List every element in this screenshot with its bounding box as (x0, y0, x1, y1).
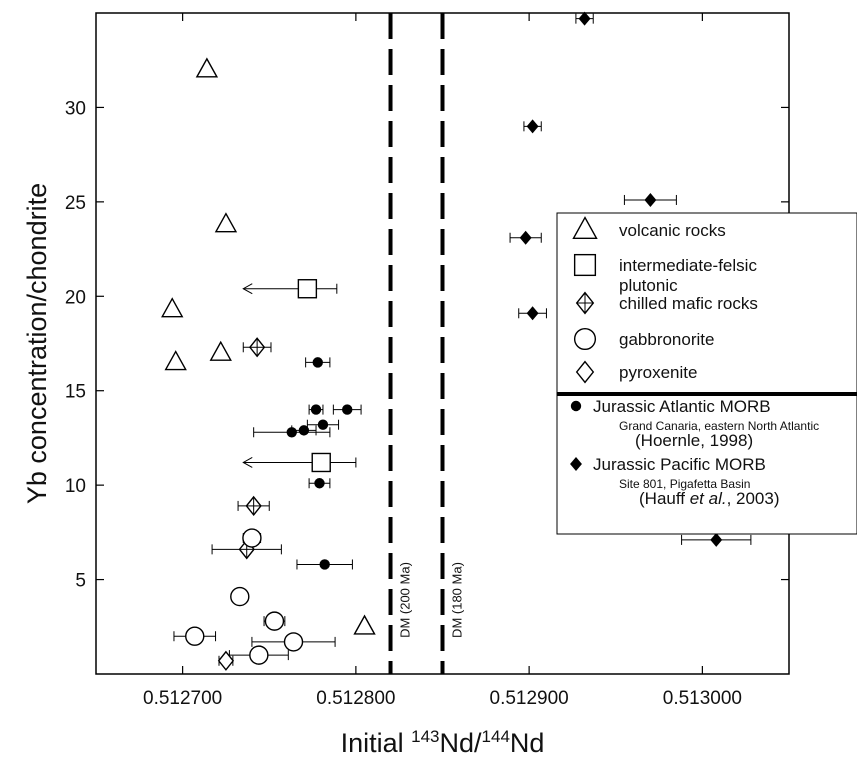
legend-marker (573, 327, 597, 351)
data-point (230, 586, 250, 607)
y-tick-label: 20 (65, 287, 86, 308)
legend-box (556, 212, 857, 535)
data-point (283, 632, 304, 652)
legend-label: pyroxenite (619, 363, 697, 382)
legend-citation-part: , 2003) (727, 489, 780, 508)
x-tick-label: 0.512700 (143, 688, 222, 709)
data-point (526, 119, 539, 134)
x-tick-label: 0.513000 (663, 688, 742, 709)
y-tick-label: 5 (75, 571, 86, 592)
legend-marker (570, 457, 582, 471)
legend-marker (570, 400, 582, 412)
legend-label: volcanic rocks (619, 221, 726, 240)
x-axis-title-part: Initial (341, 728, 412, 758)
arrow-head (242, 457, 253, 468)
legend-sublabel: Grand Canaria, eastern North Atlantic (619, 419, 819, 433)
series-intermediate-felsic-plutonic (242, 279, 357, 473)
data-point (249, 645, 269, 665)
data-point (314, 478, 325, 489)
legend-label: Jurassic Atlantic MORB (593, 397, 771, 416)
data-point (578, 11, 591, 26)
legend-citation: (Hoernle, 1998) (635, 431, 753, 450)
x-axis-title-part: 144 (482, 727, 510, 746)
series-chilled-mafic-rocks (211, 337, 282, 560)
axes: 0.512700 0.512800 0.512900 0.513000 5 10 15 20 2… (22, 12, 790, 758)
legend-label: intermediate-felsic (619, 256, 757, 275)
data-point (319, 559, 330, 570)
data-points (161, 11, 752, 671)
dm-reference-label: DM (200 Ma) (398, 562, 413, 638)
legend-marker (575, 360, 595, 384)
data-point (519, 230, 532, 245)
data-point (297, 279, 318, 299)
data-point (342, 404, 353, 415)
data-point (317, 419, 329, 430)
legend-label: plutonic (619, 276, 678, 295)
data-point (310, 404, 322, 415)
data-point (710, 532, 723, 547)
series-gabbronorite (173, 528, 336, 665)
x-axis-title-part: Nd/ (440, 728, 483, 758)
legend-citation-part: et al. (690, 489, 727, 508)
data-point (286, 427, 297, 438)
series-jurassic-pacific-morb (509, 11, 752, 547)
x-axis-title-part: Nd (510, 728, 545, 758)
legend-citation-part: (Hauff (639, 489, 690, 508)
legend-sublabel: Site 801, Pigafetta Basin (619, 477, 750, 491)
data-point (164, 350, 187, 371)
x-tick-label: 0.512800 (316, 688, 395, 709)
legend-marker (572, 216, 598, 239)
y-tick-label: 15 (65, 382, 86, 403)
legend-label: Jurassic Pacific MORB (593, 455, 766, 474)
y-tick-label: 25 (65, 193, 86, 214)
legend: volcanic rocks intermediate-felsicplutoni… (556, 212, 857, 535)
series-jurassic-atlantic-morb (253, 357, 362, 570)
dm-reference-label: DM (180 Ma) (450, 562, 465, 638)
legend-citation: (Hauff et al., 2003) (639, 489, 780, 508)
data-point (242, 528, 262, 548)
x-tick-label: 0.512900 (490, 688, 569, 709)
arrow-head (242, 283, 253, 295)
data-point (298, 425, 310, 436)
legend-label: gabbronorite (619, 330, 714, 349)
y-tick-label: 30 (65, 98, 86, 119)
x-axis-title: Initial 143Nd/144Nd (341, 727, 545, 758)
data-point (214, 212, 238, 233)
data-point (312, 357, 323, 368)
data-point (185, 626, 205, 646)
y-axis-title: Yb concentration/chondrite (22, 183, 52, 504)
data-point (311, 452, 331, 473)
data-point (353, 614, 376, 635)
data-point (209, 340, 232, 361)
data-point (264, 611, 285, 631)
series-volcanic-rocks (161, 57, 376, 635)
series-pyroxenite (217, 650, 235, 671)
data-point (526, 306, 539, 321)
reference-lines: DM (200 Ma) DM (180 Ma) (388, 13, 465, 674)
legend-marker (573, 253, 597, 277)
data-point (195, 57, 219, 78)
data-point (161, 297, 184, 318)
y-tick-label: 10 (65, 476, 86, 497)
legend-label: chilled mafic rocks (619, 294, 758, 313)
data-point (644, 192, 657, 207)
x-axis-title-part: 143 (411, 727, 439, 746)
data-point (217, 650, 235, 671)
